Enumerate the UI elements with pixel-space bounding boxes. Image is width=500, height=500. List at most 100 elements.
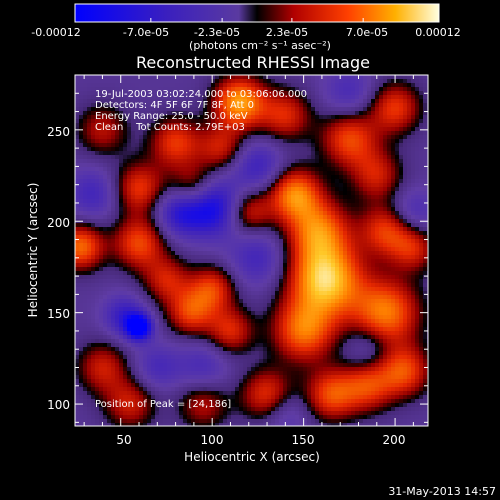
- heatmap-cell: [179, 159, 184, 164]
- heatmap-cell: [419, 99, 424, 104]
- heatmap-cell: [359, 119, 364, 124]
- heatmap-cell: [111, 75, 116, 80]
- heatmap-cell: [103, 235, 108, 240]
- heatmap-cell: [139, 283, 144, 288]
- heatmap-cell: [75, 159, 80, 164]
- heatmap-cell: [391, 107, 396, 112]
- heatmap-cell: [307, 107, 312, 112]
- heatmap-cell: [335, 187, 340, 192]
- heatmap-cell: [195, 191, 200, 196]
- heatmap-cell: [99, 127, 104, 132]
- heatmap-cell: [247, 143, 252, 148]
- heatmap-cell: [359, 187, 364, 192]
- heatmap-cell: [195, 199, 200, 204]
- heatmap-cell: [187, 271, 192, 276]
- heatmap-cell: [371, 255, 376, 260]
- heatmap-cell: [79, 239, 84, 244]
- heatmap-cell: [139, 239, 144, 244]
- heatmap-cell: [335, 243, 340, 248]
- heatmap-cell: [359, 87, 364, 92]
- heatmap-cell: [303, 279, 308, 284]
- heatmap-cell: [411, 283, 416, 288]
- heatmap-cell: [351, 207, 356, 212]
- heatmap-cell: [151, 231, 156, 236]
- heatmap-cell: [371, 179, 376, 184]
- heatmap-cell: [291, 79, 296, 84]
- heatmap-cell: [147, 275, 152, 280]
- heatmap-cell: [87, 143, 92, 148]
- heatmap-cell: [355, 115, 360, 120]
- heatmap-cell: [115, 231, 120, 236]
- heatmap-cell: [391, 111, 396, 116]
- heatmap-cell: [339, 243, 344, 248]
- heatmap-cell: [87, 91, 92, 96]
- heatmap-cell: [251, 167, 256, 172]
- heatmap-cell: [127, 247, 132, 252]
- heatmap-cell: [139, 143, 144, 148]
- heatmap-cell: [175, 251, 180, 256]
- heatmap-cell: [223, 127, 228, 132]
- heatmap-cell: [351, 139, 356, 144]
- heatmap-cell: [127, 207, 132, 212]
- heatmap-cell: [355, 255, 360, 260]
- heatmap-cell: [391, 87, 396, 92]
- heatmap-cell: [131, 159, 136, 164]
- heatmap-cell: [83, 271, 88, 276]
- heatmap-cell: [147, 151, 152, 156]
- heatmap-cell: [175, 103, 180, 108]
- heatmap-cell: [159, 287, 164, 292]
- heatmap-cell: [423, 167, 428, 172]
- heatmap-cell: [207, 107, 212, 112]
- heatmap-cell: [335, 259, 340, 264]
- heatmap-cell: [187, 131, 192, 136]
- heatmap-cell: [227, 259, 232, 264]
- heatmap-cell: [111, 207, 116, 212]
- heatmap-cell: [323, 91, 328, 96]
- heatmap-cell: [243, 131, 248, 136]
- heatmap-cell: [259, 191, 264, 196]
- heatmap-cell: [383, 139, 388, 144]
- heatmap-cell: [195, 107, 200, 112]
- heatmap-cell: [395, 267, 400, 272]
- heatmap-cell: [299, 99, 304, 104]
- heatmap-cell: [331, 179, 336, 184]
- heatmap-cell: [123, 79, 128, 84]
- heatmap-cell: [323, 275, 328, 280]
- heatmap-cell: [307, 139, 312, 144]
- heatmap-cell: [379, 215, 384, 220]
- heatmap-cell: [283, 163, 288, 168]
- heatmap-cell: [279, 139, 284, 144]
- heatmap-cell: [123, 87, 128, 92]
- heatmap-cell: [291, 147, 296, 152]
- heatmap-cell: [383, 291, 388, 296]
- heatmap-cell: [223, 123, 228, 128]
- heatmap-cell: [391, 199, 396, 204]
- heatmap-cell: [255, 243, 260, 248]
- heatmap-cell: [247, 263, 252, 268]
- heatmap-cell: [263, 91, 268, 96]
- heatmap-cell: [295, 143, 300, 148]
- heatmap-cell: [283, 139, 288, 144]
- heatmap-cell: [343, 187, 348, 192]
- heatmap-cell: [151, 175, 156, 180]
- heatmap-cell: [111, 163, 116, 168]
- heatmap-cell: [319, 235, 324, 240]
- heatmap-cell: [311, 179, 316, 184]
- heatmap-cell: [347, 179, 352, 184]
- heatmap-cell: [311, 211, 316, 216]
- heatmap-cell: [295, 91, 300, 96]
- heatmap-cell: [131, 295, 136, 300]
- heatmap-cell: [239, 179, 244, 184]
- heatmap-cell: [347, 223, 352, 228]
- heatmap-cell: [79, 259, 84, 264]
- heatmap-cell: [267, 275, 272, 280]
- heatmap-cell: [275, 119, 280, 124]
- heatmap-cell: [79, 207, 84, 212]
- heatmap-cell: [123, 255, 128, 260]
- heatmap-cell: [107, 175, 112, 180]
- heatmap-cell: [191, 111, 196, 116]
- heatmap-cell: [347, 279, 352, 284]
- heatmap-cell: [219, 107, 224, 112]
- heatmap-cell: [391, 79, 396, 84]
- heatmap-cell: [99, 123, 104, 128]
